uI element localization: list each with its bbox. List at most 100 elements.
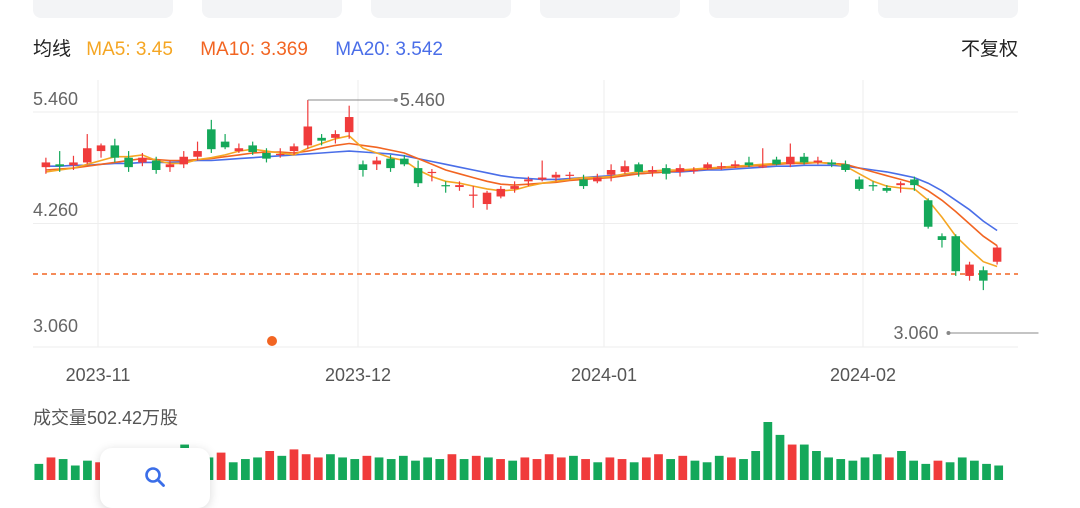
ma10-value: MA10: 3.369 bbox=[200, 39, 308, 60]
volume-bar bbox=[751, 451, 761, 480]
volume-bar bbox=[933, 460, 943, 480]
candle-body bbox=[55, 164, 64, 167]
candle-body bbox=[620, 166, 630, 172]
volume-bar bbox=[957, 457, 967, 480]
candle-body bbox=[220, 141, 230, 148]
candle-body bbox=[455, 185, 464, 188]
ma10-line bbox=[45, 142, 998, 247]
volume-bar bbox=[690, 460, 700, 480]
volume-bar bbox=[435, 459, 445, 480]
volume-bar bbox=[338, 457, 347, 480]
volume-bar bbox=[702, 462, 712, 480]
volume-bar bbox=[921, 463, 931, 480]
x-tick-label: 2024-02 bbox=[829, 365, 897, 385]
ma5-line bbox=[45, 135, 998, 268]
volume-bar bbox=[411, 460, 420, 480]
volume-bar bbox=[289, 449, 299, 480]
volume-bar bbox=[666, 459, 676, 480]
ma20-line bbox=[45, 150, 998, 232]
candle-body bbox=[965, 264, 974, 276]
volume-bar bbox=[58, 459, 68, 480]
candle-body bbox=[827, 162, 836, 165]
candle-body bbox=[703, 164, 712, 169]
search-button[interactable] bbox=[100, 448, 210, 508]
candle-body bbox=[331, 134, 340, 138]
candle-body bbox=[207, 129, 216, 150]
candle-body bbox=[868, 185, 878, 187]
volume-bar bbox=[581, 459, 590, 480]
candle-body bbox=[317, 137, 326, 141]
candle-body bbox=[496, 188, 506, 197]
period-tab-strip bbox=[0, 0, 1080, 18]
x-tick-label: 2023-12 bbox=[324, 365, 392, 385]
volume-bar bbox=[423, 457, 433, 480]
volume-bar bbox=[872, 454, 882, 480]
candle-body bbox=[524, 179, 533, 182]
y-tick-label: 4.260 bbox=[33, 200, 79, 220]
volume-bar bbox=[775, 434, 785, 480]
volume-bar bbox=[909, 460, 919, 480]
volume-bar bbox=[326, 454, 335, 480]
adjust-toggle[interactable]: 不复权 bbox=[960, 39, 1018, 60]
period-tab[interactable] bbox=[709, 0, 849, 18]
volume-bar bbox=[714, 455, 724, 480]
candlestick-chart[interactable]: 5.460 3.060 bbox=[0, 0, 1080, 400]
volume-bar bbox=[994, 465, 1004, 480]
period-tab[interactable] bbox=[33, 0, 173, 18]
volume-bar bbox=[544, 454, 554, 480]
volume-bar bbox=[836, 459, 846, 480]
volume-bar bbox=[471, 455, 481, 480]
candle-body bbox=[689, 169, 699, 172]
volume-bar bbox=[508, 460, 518, 480]
volume-bar bbox=[593, 462, 603, 480]
volume-bar bbox=[897, 451, 906, 480]
candle-body bbox=[82, 148, 92, 163]
volume-bar bbox=[459, 459, 469, 480]
candle-body bbox=[124, 157, 133, 168]
candle-body bbox=[937, 236, 947, 240]
volume-bar bbox=[739, 459, 748, 480]
volume-bar bbox=[629, 462, 639, 480]
y-tick-label: 5.460 bbox=[33, 89, 79, 109]
x-tick-label: 2023-11 bbox=[65, 365, 131, 385]
period-tab[interactable] bbox=[371, 0, 511, 18]
volume-bar bbox=[253, 457, 262, 480]
candle-body bbox=[289, 146, 299, 152]
candle-body bbox=[813, 160, 823, 163]
volume-bar bbox=[569, 455, 578, 480]
candle-body bbox=[744, 162, 754, 166]
ma20-value: MA20: 3.542 bbox=[335, 39, 443, 60]
candle-body bbox=[992, 247, 1002, 262]
volume-bar bbox=[350, 459, 360, 480]
volume-bar bbox=[982, 463, 991, 480]
candle-body bbox=[896, 183, 905, 186]
candle-body bbox=[69, 162, 78, 166]
candle-body bbox=[468, 194, 478, 196]
volume-bar bbox=[34, 463, 44, 480]
candle-body bbox=[634, 164, 643, 172]
volume-bar bbox=[228, 462, 238, 480]
ma-legend-label: 均线 bbox=[33, 39, 72, 60]
period-tab[interactable] bbox=[202, 0, 342, 18]
candle-body bbox=[979, 270, 988, 281]
period-tab[interactable] bbox=[878, 0, 1018, 18]
candle-body bbox=[923, 200, 933, 227]
volume-bar bbox=[301, 454, 311, 480]
candle-body bbox=[786, 156, 795, 165]
candle-body bbox=[386, 158, 395, 169]
volume-bar bbox=[787, 444, 797, 480]
candle-body bbox=[372, 160, 382, 165]
candle-body bbox=[510, 186, 519, 189]
volume-bar bbox=[386, 459, 396, 480]
candle-body bbox=[675, 168, 685, 172]
candle-body bbox=[730, 164, 740, 167]
candle-body bbox=[717, 166, 726, 168]
volume-bar bbox=[362, 455, 372, 480]
period-tab[interactable] bbox=[540, 0, 680, 18]
candle-body bbox=[165, 164, 175, 168]
candle-body bbox=[138, 157, 147, 163]
candle-body bbox=[41, 162, 51, 168]
volume-bar bbox=[216, 452, 226, 480]
volume-bar bbox=[824, 457, 833, 480]
candle-body bbox=[758, 166, 768, 168]
